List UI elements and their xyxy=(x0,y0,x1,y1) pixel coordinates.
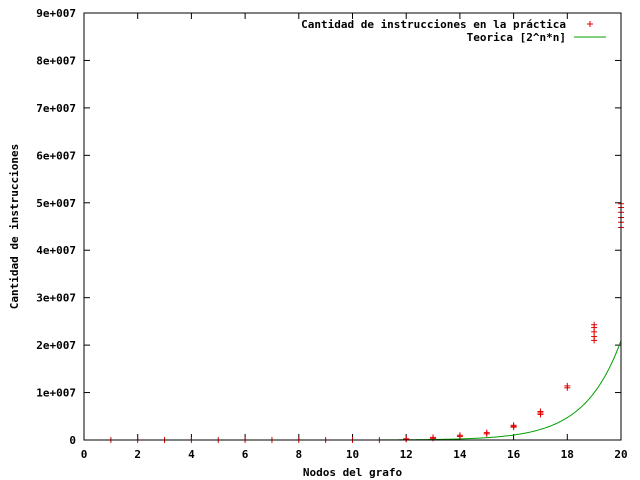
x-tick-label: 14 xyxy=(453,448,467,461)
y-axis-label: Cantidad de instrucciones xyxy=(8,144,21,310)
y-tick-label: 4e+007 xyxy=(36,244,76,257)
points-layer xyxy=(107,200,624,443)
y-tick-label: 2e+007 xyxy=(36,339,76,352)
data-point-plus xyxy=(430,434,437,441)
x-tick-label: 10 xyxy=(346,448,359,461)
y-tick-label: 3e+007 xyxy=(36,292,76,305)
legend-label-teorica: Teorica [2^n*n] xyxy=(467,31,566,44)
data-point-plus xyxy=(510,422,517,429)
x-tick-label: 8 xyxy=(295,448,302,461)
x-tick-label: 20 xyxy=(614,448,627,461)
plot-frame xyxy=(83,12,622,441)
y-tick-label: 7e+007 xyxy=(36,102,76,115)
data-point-plus xyxy=(403,435,410,442)
x-tick-label: 6 xyxy=(242,448,249,461)
x-tick-label: 4 xyxy=(188,448,195,461)
y-tick-label: 1e+007 xyxy=(36,387,76,400)
data-point-plus xyxy=(456,432,463,439)
data-point-plus xyxy=(483,429,490,436)
y-tick-label: 5e+007 xyxy=(36,197,76,210)
data-point-plus xyxy=(537,408,544,415)
data-point-plus xyxy=(564,382,571,389)
x-tick-label: 0 xyxy=(81,448,88,461)
y-tick-label: 8e+007 xyxy=(36,54,76,67)
curve-layer xyxy=(379,340,622,441)
legend-marker-plus xyxy=(587,21,593,27)
x-tick-label: 16 xyxy=(507,448,521,461)
series-line-teorica xyxy=(379,340,622,441)
y-tick-label: 9e+007 xyxy=(36,7,76,20)
ticks-layer: 0 2 4 6 8 10 12 14 16 18 20 0 1e+007 2e+007 3e+007 4e+0… xyxy=(36,7,627,461)
x-axis-label: Nodos del grafo xyxy=(303,466,403,479)
x-tick-label: 2 xyxy=(134,448,141,461)
legend-label-practica: Cantidad de instrucciones en la práctica xyxy=(301,18,566,31)
x-tick-label: 12 xyxy=(400,448,413,461)
y-tick-label: 0 xyxy=(69,434,76,447)
y-tick-label: 6e+007 xyxy=(36,149,76,162)
legend: Cantidad de instrucciones en la práctica… xyxy=(301,18,606,44)
data-point-plus xyxy=(591,321,598,328)
x-tick-label: 18 xyxy=(561,448,574,461)
